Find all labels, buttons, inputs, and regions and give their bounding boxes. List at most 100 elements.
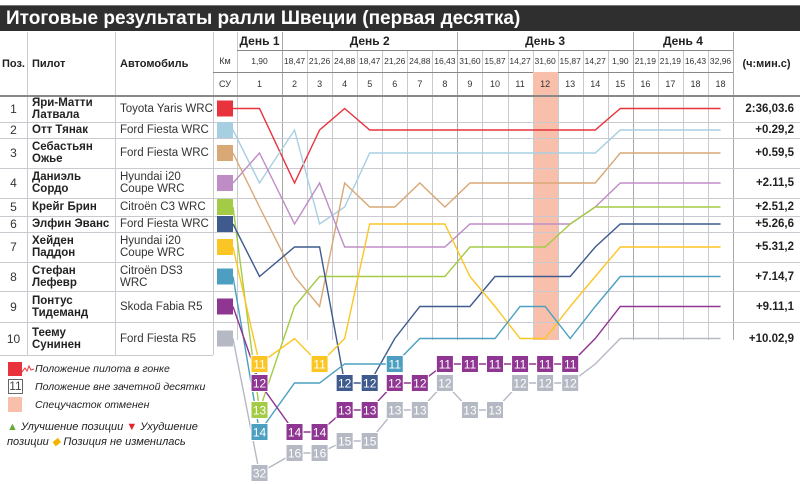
header-stage-km: 21,19 xyxy=(634,56,656,66)
outside-top10-box xyxy=(561,355,580,373)
header-stage-number: 13 xyxy=(565,78,576,89)
diamond-icon: ◆ xyxy=(51,436,61,448)
outside-top10-label: 14 xyxy=(288,426,302,440)
driver-color-marker xyxy=(217,268,233,285)
outside-top10-label: 12 xyxy=(438,377,452,391)
header-stage-number: 10 xyxy=(489,78,500,89)
row-pilot[interactable]: Отт Тянак xyxy=(32,124,88,136)
legend-outside-sample: 11 xyxy=(8,379,23,394)
row-pilot[interactable]: Крейг Брин xyxy=(32,201,97,213)
outside-top10-box xyxy=(410,374,429,392)
legend-worsened-cont: позиции xyxy=(7,436,49,448)
header-stage-km: 14,27 xyxy=(509,56,531,66)
header-stage-km: 21,19 xyxy=(659,56,682,66)
row-time: +5.31,2 xyxy=(755,241,794,253)
row-car: Ford Fiesta R5 xyxy=(120,332,197,345)
row-pilot[interactable]: Понтус Тидеманд xyxy=(32,294,89,319)
row-pilot[interactable]: Яри-Матти Латвала xyxy=(32,96,93,121)
driver-color-marker xyxy=(217,216,233,232)
row-position: 10 xyxy=(6,331,21,346)
outside-top10-label: 13 xyxy=(363,404,377,418)
legend-driver-position: Положение пилота в гонке xyxy=(35,363,170,375)
driver-color-marker xyxy=(217,100,233,117)
outside-top10-label: 11 xyxy=(389,358,402,372)
grid-vline xyxy=(115,32,116,355)
header-stage-km: 16,43 xyxy=(434,56,456,66)
driver-color-marker xyxy=(217,199,233,215)
row-pilot[interactable]: Элфин Эванс xyxy=(32,218,110,230)
header-stage-km: 24,88 xyxy=(409,56,431,66)
row-car: Toyota Yaris WRC xyxy=(120,102,213,115)
outside-top10-box xyxy=(460,355,479,373)
outside-top10-box xyxy=(385,355,404,373)
outside-top10-label: 12 xyxy=(363,377,377,391)
row-time: 2:36,03.6 xyxy=(745,102,794,115)
driver-color-marker xyxy=(217,175,233,191)
row-pilot[interactable]: Хейден Паддон xyxy=(32,235,76,259)
row-pilot[interactable]: Даниэль Сордо xyxy=(32,171,82,195)
outside-top10-label: 11 xyxy=(253,358,266,372)
outside-top10-box xyxy=(310,355,329,373)
driver-color-marker xyxy=(217,330,233,347)
page-title: Итоговые результаты ралли Швеции (первая… xyxy=(0,5,800,31)
driver-color-marker xyxy=(217,145,233,161)
row-position: 6 xyxy=(10,217,17,231)
outside-top10-label: 15 xyxy=(363,435,377,449)
day-separator xyxy=(733,32,734,340)
header-stage-number: 4 xyxy=(342,78,348,89)
row-position: 7 xyxy=(10,240,17,254)
outside-top10-label: 12 xyxy=(253,377,267,391)
header-stage-km: 21,26 xyxy=(384,56,406,66)
header-car: Автомобиль xyxy=(120,57,189,70)
up-triangle-icon: ▲ xyxy=(7,421,18,433)
legend-improved: Улучшение позиции xyxy=(20,421,124,433)
row-car: Citroën C3 WRC xyxy=(120,201,206,213)
outside-top10-box xyxy=(360,374,379,392)
row-car: Citroën DS3 WRC xyxy=(120,264,183,289)
outside-top10-label: 13 xyxy=(388,404,402,418)
row-position: 2 xyxy=(10,123,17,137)
row-car: Ford Fiesta WRC xyxy=(120,218,209,230)
row-pilot[interactable]: Теему Сунинен xyxy=(32,326,82,351)
header-stage-km: 18,47 xyxy=(283,56,306,66)
header-stage-km: 14,27 xyxy=(584,56,606,66)
header-stage-number: 12 xyxy=(532,72,558,95)
legend-change-line-2: позиции ◆ Позиция не изменилась xyxy=(7,435,186,448)
row-time: +7.14,7 xyxy=(755,270,794,283)
outside-top10-label: 13 xyxy=(488,404,502,418)
outside-top10-label: 14 xyxy=(253,426,267,440)
row-car: Hyundai i20 Coupe WRC xyxy=(120,235,185,259)
header-pos: Поз. xyxy=(1,57,25,70)
header-su-label: СУ xyxy=(219,78,231,89)
row-time: +0.59,5 xyxy=(755,147,794,159)
outside-top10-box xyxy=(285,423,304,441)
header-stage-number: 5 xyxy=(367,78,373,89)
header-stage-number: 18 xyxy=(715,78,726,89)
legend-cancelled: Спецучасток отменен xyxy=(35,399,150,411)
row-pilot[interactable]: Себастьян Ожье xyxy=(32,141,93,165)
header-stage-number: 8 xyxy=(442,78,448,89)
header-stage-number: 3 xyxy=(317,78,323,89)
driver-color-marker xyxy=(217,239,233,255)
outside-top10-box xyxy=(310,444,329,462)
row-position: 4 xyxy=(10,176,17,190)
outside-top10-box xyxy=(250,374,269,392)
header-stage-km: 24,88 xyxy=(333,56,356,66)
row-pilot[interactable]: Стефан Лефевр xyxy=(32,264,77,289)
outside-top10-label: 16 xyxy=(313,447,327,461)
header-stage-number: 16 xyxy=(640,78,651,89)
outside-top10-box xyxy=(536,374,555,392)
outside-top10-label: 11 xyxy=(564,358,577,372)
outside-top10-box xyxy=(435,355,454,373)
outside-top10-box xyxy=(250,423,269,441)
outside-top10-label: 12 xyxy=(413,377,427,391)
outside-top10-box xyxy=(435,374,454,392)
header-stage-number: 15 xyxy=(615,78,626,89)
header-stage-number: 11 xyxy=(515,78,525,89)
outside-top10-box xyxy=(250,355,269,373)
row-divider xyxy=(0,355,213,356)
outside-top10-label: 13 xyxy=(413,404,427,418)
row-position: 9 xyxy=(10,299,17,314)
header-stage-km: 16,43 xyxy=(684,56,707,66)
header-day: День 2 xyxy=(349,34,390,48)
